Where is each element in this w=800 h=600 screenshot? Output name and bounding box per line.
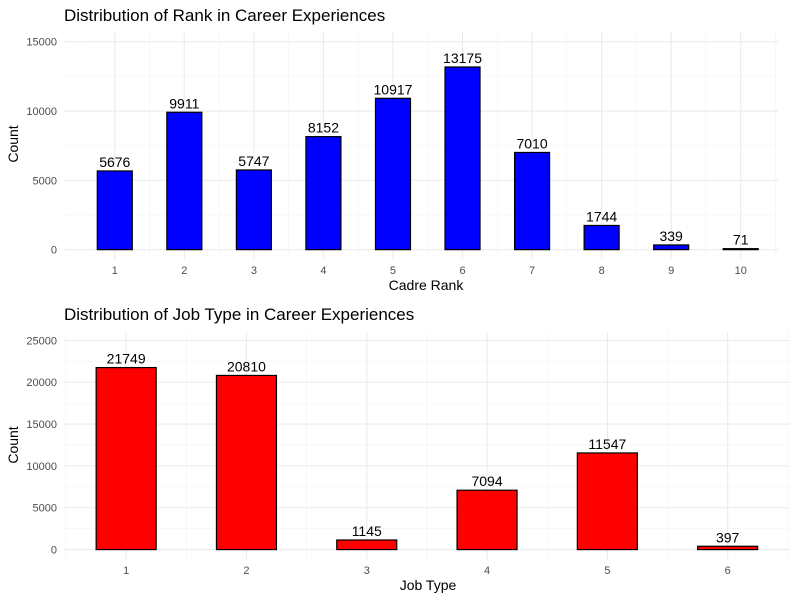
job-type-x-tick-label: 4 xyxy=(484,565,490,577)
rank-bar-value-label: 10917 xyxy=(374,81,413,97)
job-type-chart-y-ticks: 0 5000 10000 15000 20000 25000 xyxy=(26,335,57,556)
job-type-chart-bars xyxy=(95,366,759,551)
rank-x-tick-label: 7 xyxy=(529,265,535,277)
rank-y-tick-label: 0 xyxy=(51,245,57,257)
job-type-x-tick-label: 6 xyxy=(725,565,731,577)
rank-bar xyxy=(166,111,203,251)
job-type-bar xyxy=(95,366,157,551)
rank-bar-value-label: 5747 xyxy=(238,153,269,169)
rank-bar-value-label: 8152 xyxy=(308,120,339,136)
job-type-bar-value-label: 21749 xyxy=(107,351,146,367)
rank-bar-value-label: 9911 xyxy=(169,95,199,111)
job-type-bar xyxy=(456,489,518,551)
job-type-chart-data-labels: 21749 20810 1145 7094 11547 397 xyxy=(107,351,740,546)
rank-chart-data-labels: 5676 9911 5747 8152 10917 13175 7010 1744 339 71 xyxy=(99,50,749,248)
job-type-chart-x-ticks: 1 2 3 4 5 6 xyxy=(123,565,731,577)
job-type-bar-value-label: 20810 xyxy=(227,358,266,374)
rank-x-tick-label: 6 xyxy=(459,265,465,277)
job-type-y-tick-label: 5000 xyxy=(33,503,57,515)
rank-chart-x-axis-title: Cadre Rank xyxy=(389,277,465,293)
rank-bar xyxy=(96,170,133,251)
job-type-x-tick-label: 3 xyxy=(364,565,370,577)
rank-chart-x-ticks: 1 2 3 4 5 6 7 8 9 10 xyxy=(112,265,747,277)
job-type-bar-value-label: 11547 xyxy=(588,436,626,452)
rank-bar xyxy=(583,224,620,251)
rank-chart-bars xyxy=(96,66,759,251)
job-type-chart: Distribution of Job Type in Career Exper… xyxy=(5,305,790,593)
job-type-x-tick-label: 5 xyxy=(604,565,610,577)
job-type-bar-value-label: 397 xyxy=(716,529,740,545)
job-type-y-tick-label: 25000 xyxy=(26,335,57,347)
job-type-x-tick-label: 1 xyxy=(123,565,129,577)
rank-chart-y-ticks: 0 5000 10000 15000 xyxy=(26,37,57,257)
rank-y-tick-label: 10000 xyxy=(26,106,57,118)
job-type-y-tick-label: 15000 xyxy=(26,419,57,431)
job-type-bar xyxy=(336,539,398,551)
job-type-bar-value-label: 7094 xyxy=(471,473,502,489)
rank-bar-value-label: 5676 xyxy=(99,154,130,170)
rank-bar xyxy=(235,169,272,251)
rank-chart: Distribution of Rank in Career Experienc… xyxy=(5,6,778,293)
rank-bar-value-label: 71 xyxy=(733,232,749,248)
rank-x-tick-label: 1 xyxy=(112,265,118,277)
job-type-bar xyxy=(215,374,278,551)
rank-bar-value-label: 13175 xyxy=(443,50,482,66)
rank-bar-value-label: 1744 xyxy=(586,208,617,224)
rank-x-tick-label: 10 xyxy=(735,265,747,277)
job-type-x-tick-label: 2 xyxy=(243,565,249,577)
rank-bar xyxy=(722,248,759,251)
rank-x-tick-label: 8 xyxy=(599,265,605,277)
rank-bar xyxy=(305,136,342,251)
rank-bar xyxy=(513,151,551,251)
rank-chart-title: Distribution of Rank in Career Experienc… xyxy=(64,6,385,25)
job-type-y-tick-label: 0 xyxy=(51,545,57,557)
rank-bar xyxy=(653,244,690,251)
rank-bar-value-label: 7010 xyxy=(516,135,547,151)
job-type-y-tick-label: 10000 xyxy=(26,461,57,473)
rank-bar-value-label: 339 xyxy=(659,228,683,244)
job-type-y-tick-label: 20000 xyxy=(26,377,57,389)
rank-x-tick-label: 9 xyxy=(668,265,674,277)
job-type-chart-title: Distribution of Job Type in Career Exper… xyxy=(64,305,414,324)
rank-y-tick-label: 15000 xyxy=(26,37,57,49)
rank-x-tick-label: 5 xyxy=(390,265,396,277)
rank-bar xyxy=(444,66,481,251)
rank-chart-y-axis-title: Count xyxy=(5,125,21,162)
rank-y-tick-label: 5000 xyxy=(33,175,57,187)
job-type-chart-y-axis-title: Count xyxy=(5,426,21,463)
job-type-chart-grid xyxy=(64,332,790,559)
job-type-bar xyxy=(697,545,759,551)
job-type-bar xyxy=(576,452,638,551)
rank-x-tick-label: 4 xyxy=(320,265,326,277)
rank-bar xyxy=(374,97,412,251)
job-type-chart-x-axis-title: Job Type xyxy=(400,577,457,593)
rank-x-tick-label: 3 xyxy=(251,265,257,277)
job-type-bar-value-label: 1145 xyxy=(352,523,382,539)
rank-x-tick-label: 2 xyxy=(181,265,187,277)
